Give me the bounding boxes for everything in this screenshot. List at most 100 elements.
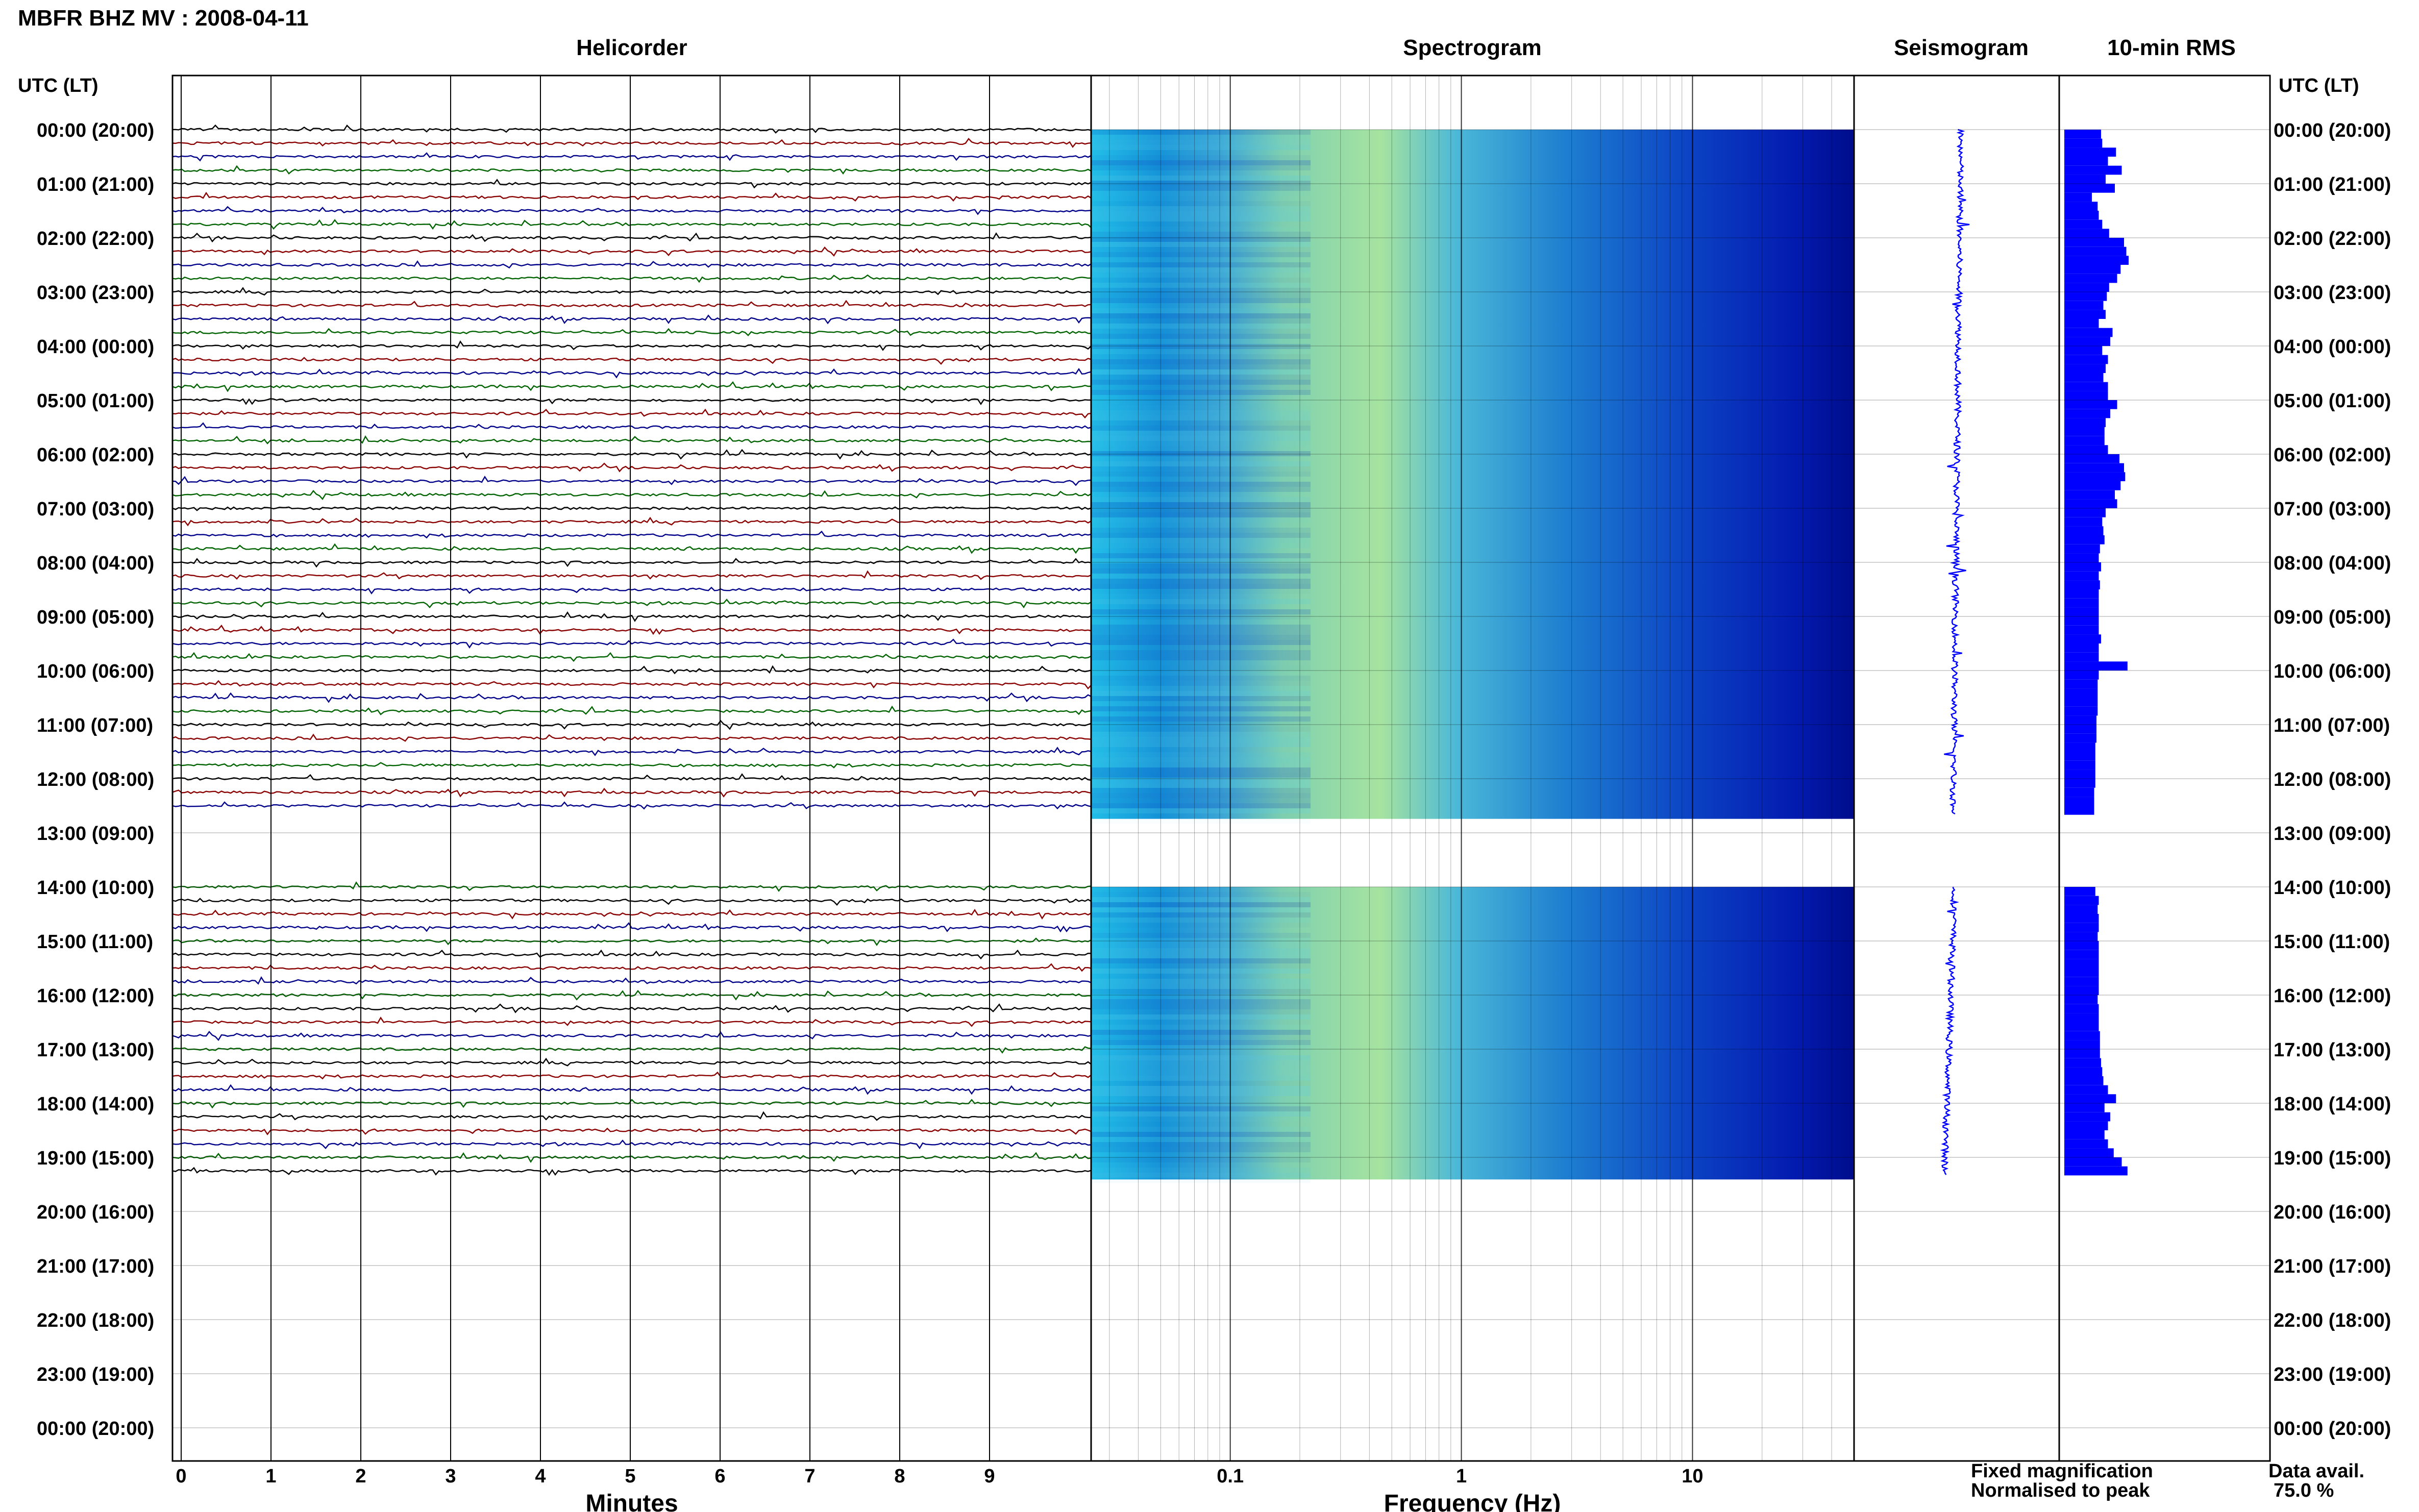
- helicorder-trace: [172, 638, 1092, 649]
- spectrogram-streak: [1091, 963, 1311, 969]
- helicorder-trace: [172, 881, 1092, 892]
- spectrogram-streak: [1091, 380, 1311, 385]
- minute-tick-label: 0: [176, 1466, 186, 1487]
- spectrogram-streak: [1091, 706, 1311, 711]
- seismogram-trace-2: [1940, 886, 1960, 1175]
- rms-bar: [2064, 1121, 2108, 1130]
- spectrogram-streak: [1091, 788, 1311, 793]
- time-tick-label-left: 10:00 (06:00): [37, 661, 154, 682]
- spectrogram-streak: [1091, 517, 1311, 523]
- rms-bar: [2064, 598, 2099, 608]
- helicorder-trace: [172, 949, 1092, 960]
- rms-bar: [2064, 165, 2122, 175]
- rms-bar: [2064, 968, 2099, 977]
- helicorder-trace: [172, 963, 1092, 972]
- spectrogram-streak: [1091, 793, 1311, 798]
- helicorder-trace: [172, 787, 1092, 798]
- time-tick-label-right: 10:00 (06:00): [2274, 661, 2391, 682]
- time-tick-label-left: 19:00 (15:00): [37, 1148, 154, 1169]
- spectrogram-streak: [1091, 1045, 1311, 1050]
- spectrogram-streak: [1091, 472, 1311, 477]
- spectrogram-streak: [1091, 1020, 1311, 1025]
- spectrogram-streak: [1091, 344, 1311, 349]
- helicorder-trace: [172, 692, 1092, 703]
- rms-bar: [2064, 1022, 2099, 1031]
- spectrogram-streak: [1091, 594, 1311, 599]
- spectrogram-streak: [1091, 619, 1311, 625]
- chart-title: MBFR BHZ MV : 2008-04-11: [18, 6, 309, 31]
- helicorder-trace: [172, 937, 1092, 946]
- spectrogram-streak: [1091, 252, 1311, 257]
- rms-bar: [2064, 742, 2095, 752]
- rms-bar: [2064, 373, 2104, 382]
- spectrogram-streak: [1091, 288, 1311, 293]
- time-tick-label-left: 08:00 (04:00): [37, 553, 154, 574]
- helicorder-trace: [172, 246, 1092, 257]
- rms-bar: [2064, 688, 2098, 698]
- spectrogram-streak: [1091, 918, 1311, 923]
- time-tick-label-right: 22:00 (18:00): [2274, 1310, 2391, 1331]
- spectrogram-streak: [1091, 943, 1311, 948]
- spectrogram-streak: [1091, 974, 1311, 979]
- helicorder-trace: [172, 260, 1092, 269]
- rms-bar: [2064, 977, 2099, 986]
- helicorder-trace: [172, 530, 1092, 539]
- spectrogram-streak: [1091, 808, 1311, 813]
- legend-normalised-to-peak: Normalised to peak: [1971, 1480, 2150, 1501]
- spectrogram-streak: [1091, 609, 1311, 614]
- rms-bar: [2064, 914, 2099, 923]
- rms-bar: [2064, 319, 2099, 328]
- helicorder-trace: [172, 398, 1091, 405]
- helicorder-trace: [172, 1046, 1092, 1054]
- helicorder-trace: [172, 665, 1092, 675]
- helicorder-trace: [172, 1071, 1092, 1080]
- spectrogram-streak: [1091, 742, 1311, 747]
- rms-bar: [2064, 1040, 2100, 1049]
- spectrogram-streak: [1091, 989, 1311, 994]
- rms-bar: [2064, 219, 2103, 229]
- rms-bar: [2064, 760, 2095, 770]
- rms-bar: [2064, 202, 2098, 211]
- rms-bar: [2064, 454, 2119, 463]
- rms-bar: [2064, 571, 2099, 581]
- spectrogram-streak: [1091, 778, 1311, 783]
- spectrogram-streak: [1091, 897, 1311, 902]
- spectrogram-streak: [1091, 701, 1311, 706]
- spectrogram-streak: [1091, 186, 1311, 191]
- rms-bar: [2064, 923, 2099, 932]
- spectrogram-streak: [1091, 1004, 1311, 1009]
- spectrogram-streak: [1091, 528, 1311, 533]
- helicorder-traces: [172, 124, 1092, 1176]
- time-tick-label-right: 08:00 (04:00): [2274, 553, 2391, 574]
- spectrogram-streak: [1091, 1065, 1311, 1071]
- rms-bar: [2064, 580, 2100, 589]
- spectrogram-streak: [1091, 1081, 1311, 1086]
- spectrogram-streak: [1091, 533, 1311, 538]
- rms-bar: [2064, 607, 2099, 616]
- rms-bar: [2064, 896, 2099, 905]
- helicorder-trace: [172, 506, 1092, 511]
- rms-bar: [2064, 229, 2109, 238]
- spectrogram-streak: [1091, 211, 1311, 216]
- spectrogram-streak: [1091, 308, 1311, 313]
- spectrogram-streak: [1091, 1173, 1311, 1178]
- seismogram-traces: [1940, 129, 1970, 1175]
- time-tick-label-right: 23:00 (19:00): [2274, 1364, 2391, 1385]
- spectrogram-fill: [1091, 130, 1854, 1183]
- helicorder-trace: [172, 1167, 1092, 1176]
- spectrogram-streak: [1091, 272, 1311, 278]
- seismogram-panel-frame: [1853, 75, 2060, 1462]
- spectrogram-streak: [1091, 727, 1311, 732]
- rms-panel-frame: [2058, 75, 2271, 1462]
- spectrogram-streak: [1091, 247, 1311, 252]
- rms-bar: [2064, 472, 2126, 481]
- minute-tick-label: 8: [894, 1466, 905, 1487]
- rms-bar: [2064, 1085, 2108, 1095]
- rms-bar: [2064, 175, 2106, 184]
- time-tick-label-right: 14:00 (10:00): [2274, 877, 2391, 899]
- helicorder-trace: [172, 976, 1092, 985]
- spectrogram-streak: [1091, 948, 1311, 953]
- helicorder-trace: [172, 773, 1092, 781]
- rms-bar: [2064, 1130, 2105, 1139]
- spectrogram-streak: [1091, 1168, 1311, 1173]
